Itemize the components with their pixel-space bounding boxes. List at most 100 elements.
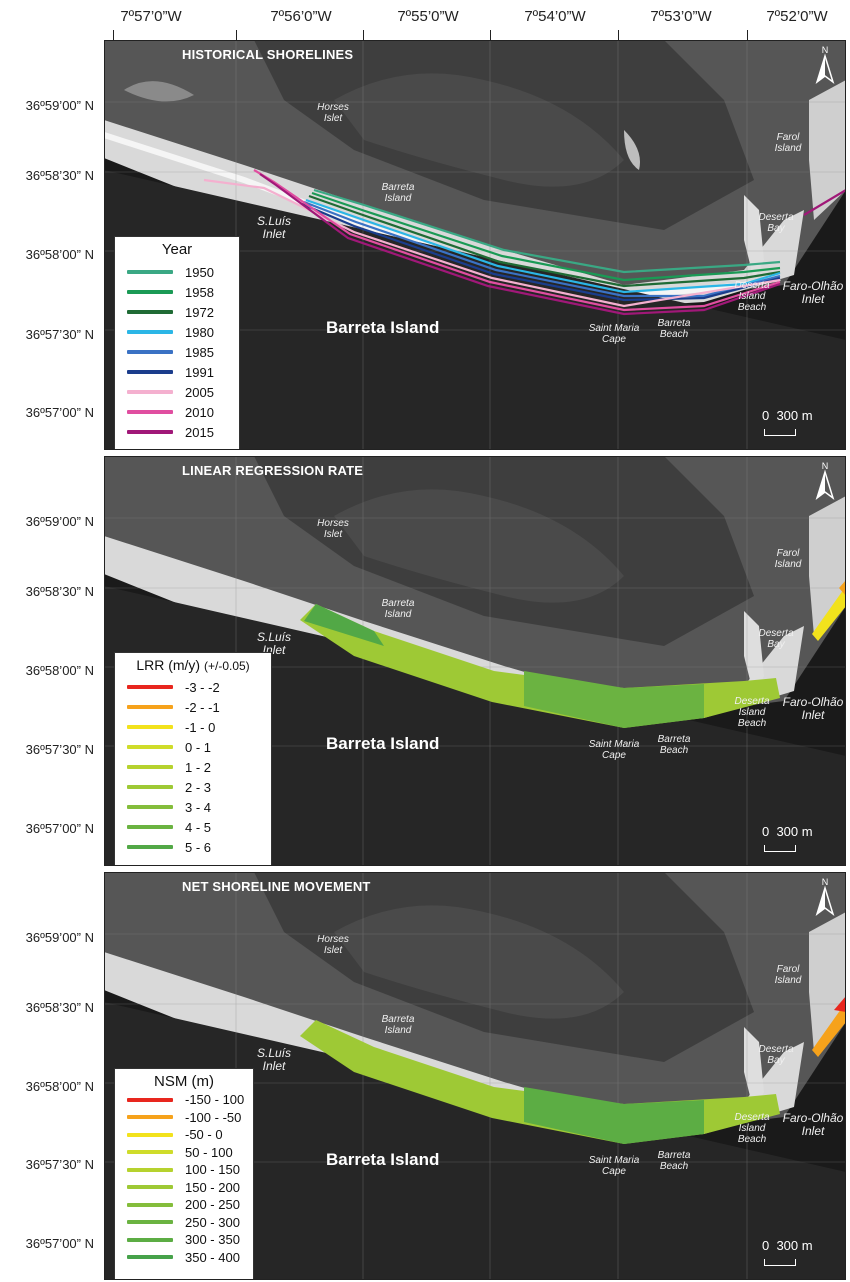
- farol-island-label: Farol Island: [774, 964, 802, 986]
- legend-item: 4 - 5: [115, 817, 271, 837]
- barreta-island-title: Barreta Island: [326, 318, 440, 337]
- legend-item: 350 - 400: [115, 1249, 253, 1267]
- legend-title: NSM (m): [154, 1073, 214, 1090]
- panel-title: LINEAR REGRESSION RATE: [182, 463, 364, 478]
- deserta-bay-label: Deserta Bay: [758, 1044, 794, 1066]
- legend-item: 2015: [115, 422, 239, 442]
- legend-item: 300 - 350: [115, 1231, 253, 1249]
- faro-olhao-inlet-label: Faro-Olhão Inlet: [782, 695, 844, 722]
- legend-item: 250 - 300: [115, 1214, 253, 1232]
- lon-label-6: 7º52’0”W: [766, 8, 828, 25]
- lat-label: 36º57’30” N: [25, 1157, 94, 1172]
- legend-item: -150 - 100: [115, 1091, 253, 1109]
- saint-maria-cape-label: Saint Maria Cape: [588, 739, 640, 761]
- lat-label: 36º58’30” N: [25, 584, 94, 599]
- legend-item: -100 - -50: [115, 1109, 253, 1127]
- legend-item: 5 - 6: [115, 837, 271, 857]
- horses-islet-label: Horses Islet: [317, 102, 349, 124]
- legend-item: 1985: [115, 342, 239, 362]
- lon-label-2: 7º56’0”W: [270, 8, 332, 25]
- barreta-beach-label: Barreta Beach: [657, 734, 691, 756]
- saint-maria-cape-label: Saint Maria Cape: [588, 323, 640, 345]
- lat-label: 36º58’30” N: [25, 168, 94, 183]
- scale-bar: 0 300 m: [762, 408, 832, 438]
- legend-item: 1958: [115, 282, 239, 302]
- legend-item: 2010: [115, 402, 239, 422]
- lat-label: 36º57’00” N: [25, 1236, 94, 1251]
- historical-shorelines-panel: HISTORICAL SHORELINES Horses Islet Barre…: [104, 40, 846, 450]
- legend-item: 3 - 4: [115, 797, 271, 817]
- sluis-inlet-label: S.Luís Inlet: [256, 214, 292, 241]
- barreta-island-title: Barreta Island: [326, 1150, 440, 1169]
- legend-item: 100 - 150: [115, 1161, 253, 1179]
- lat-label: 36º57’00” N: [25, 405, 94, 420]
- lat-label: 36º59’00” N: [25, 98, 94, 113]
- nsm-legend: NSM (m) -150 - 100 -100 - -50 -50 - 0 50…: [114, 1068, 254, 1280]
- deserta-island-beach-label: Deserta Island Beach: [734, 280, 770, 313]
- legend-item: 50 - 100: [115, 1144, 253, 1162]
- legend-item: 0 - 1: [115, 737, 271, 757]
- lon-label-5: 7º53’0”W: [650, 8, 712, 25]
- legend-item: 1 - 2: [115, 757, 271, 777]
- faro-olhao-inlet-label: Faro-Olhão Inlet: [782, 279, 844, 306]
- legend-item: 200 - 250: [115, 1196, 253, 1214]
- svg-text:N: N: [822, 45, 829, 55]
- north-arrow-icon: N: [815, 461, 835, 500]
- deserta-island-beach-label: Deserta Island Beach: [734, 696, 770, 729]
- legend-item: 150 - 200: [115, 1179, 253, 1197]
- north-arrow-icon: N: [815, 877, 835, 916]
- barreta-beach-label: Barreta Beach: [657, 1150, 691, 1172]
- lat-label: 36º58’00” N: [25, 663, 94, 678]
- saint-maria-cape-label: Saint Maria Cape: [588, 1155, 640, 1177]
- legend-item: 2005: [115, 382, 239, 402]
- horses-islet-label: Horses Islet: [317, 518, 349, 540]
- legend-note: (+/-0.05): [203, 659, 250, 673]
- barreta-island-label: Barreta Island: [381, 182, 415, 204]
- svg-text:N: N: [822, 461, 829, 471]
- barreta-island-label: Barreta Island: [381, 1014, 415, 1036]
- lat-label: 36º57’30” N: [25, 742, 94, 757]
- legend-item: 1950: [115, 262, 239, 282]
- panel-title: HISTORICAL SHORELINES: [182, 47, 354, 62]
- legend-item: 2 - 3: [115, 777, 271, 797]
- linear-regression-rate-panel: LINEAR REGRESSION RATE Horses Islet Barr…: [104, 456, 846, 866]
- legend-item: -3 - -2: [115, 677, 271, 697]
- lon-label-4: 7º54’0”W: [524, 8, 586, 25]
- barreta-beach-label: Barreta Beach: [657, 318, 691, 340]
- lat-label: 36º59’00” N: [25, 514, 94, 529]
- lat-label: 36º58’00” N: [25, 247, 94, 262]
- legend-item: -1 - 0: [115, 717, 271, 737]
- faro-olhao-inlet-label: Faro-Olhão Inlet: [782, 1111, 844, 1138]
- lon-label-3: 7º55’0”W: [397, 8, 459, 25]
- deserta-island-beach-label: Deserta Island Beach: [734, 1112, 770, 1145]
- lat-label: 36º57’00” N: [25, 821, 94, 836]
- scale-bar: 0 300 m: [762, 824, 832, 854]
- panel-title: NET SHORELINE MOVEMENT: [182, 879, 371, 894]
- barreta-island-title: Barreta Island: [326, 734, 440, 753]
- svg-text:N: N: [822, 877, 829, 887]
- legend-item: 1980: [115, 322, 239, 342]
- farol-island-label: Farol Island: [774, 548, 802, 570]
- horses-islet-label: Horses Islet: [317, 934, 349, 956]
- lat-label: 36º58’00” N: [25, 1079, 94, 1094]
- legend-item: 1972: [115, 302, 239, 322]
- legend-item: 1991: [115, 362, 239, 382]
- legend-item: -50 - 0: [115, 1126, 253, 1144]
- lat-label: 36º57’30” N: [25, 327, 94, 342]
- net-shoreline-movement-panel: NET SHORELINE MOVEMENT Horses Islet Barr…: [104, 872, 846, 1280]
- scale-bar: 0 300 m: [762, 1238, 832, 1268]
- lrr-legend: LRR (m/y) (+/-0.05) -3 - -2 -2 - -1 -1 -…: [114, 652, 272, 866]
- lat-label: 36º59’00” N: [25, 930, 94, 945]
- lon-label-1: 7º57’0”W: [120, 8, 182, 25]
- deserta-bay-label: Deserta Bay: [758, 212, 794, 234]
- legend-item: -2 - -1: [115, 697, 271, 717]
- legend-title: LRR (m/y): [136, 657, 201, 673]
- shoreline-lines: [203, 169, 846, 316]
- year-legend: Year 1950 1958 1972 1980 1985 1991 2005 …: [114, 236, 240, 450]
- lat-label: 36º58’30” N: [25, 1000, 94, 1015]
- deserta-bay-label: Deserta Bay: [758, 628, 794, 650]
- barreta-island-label: Barreta Island: [381, 598, 415, 620]
- farol-island-label: Farol Island: [774, 132, 802, 154]
- sluis-inlet-label: S.Luís Inlet: [256, 1046, 292, 1073]
- legend-title: Year: [161, 241, 193, 258]
